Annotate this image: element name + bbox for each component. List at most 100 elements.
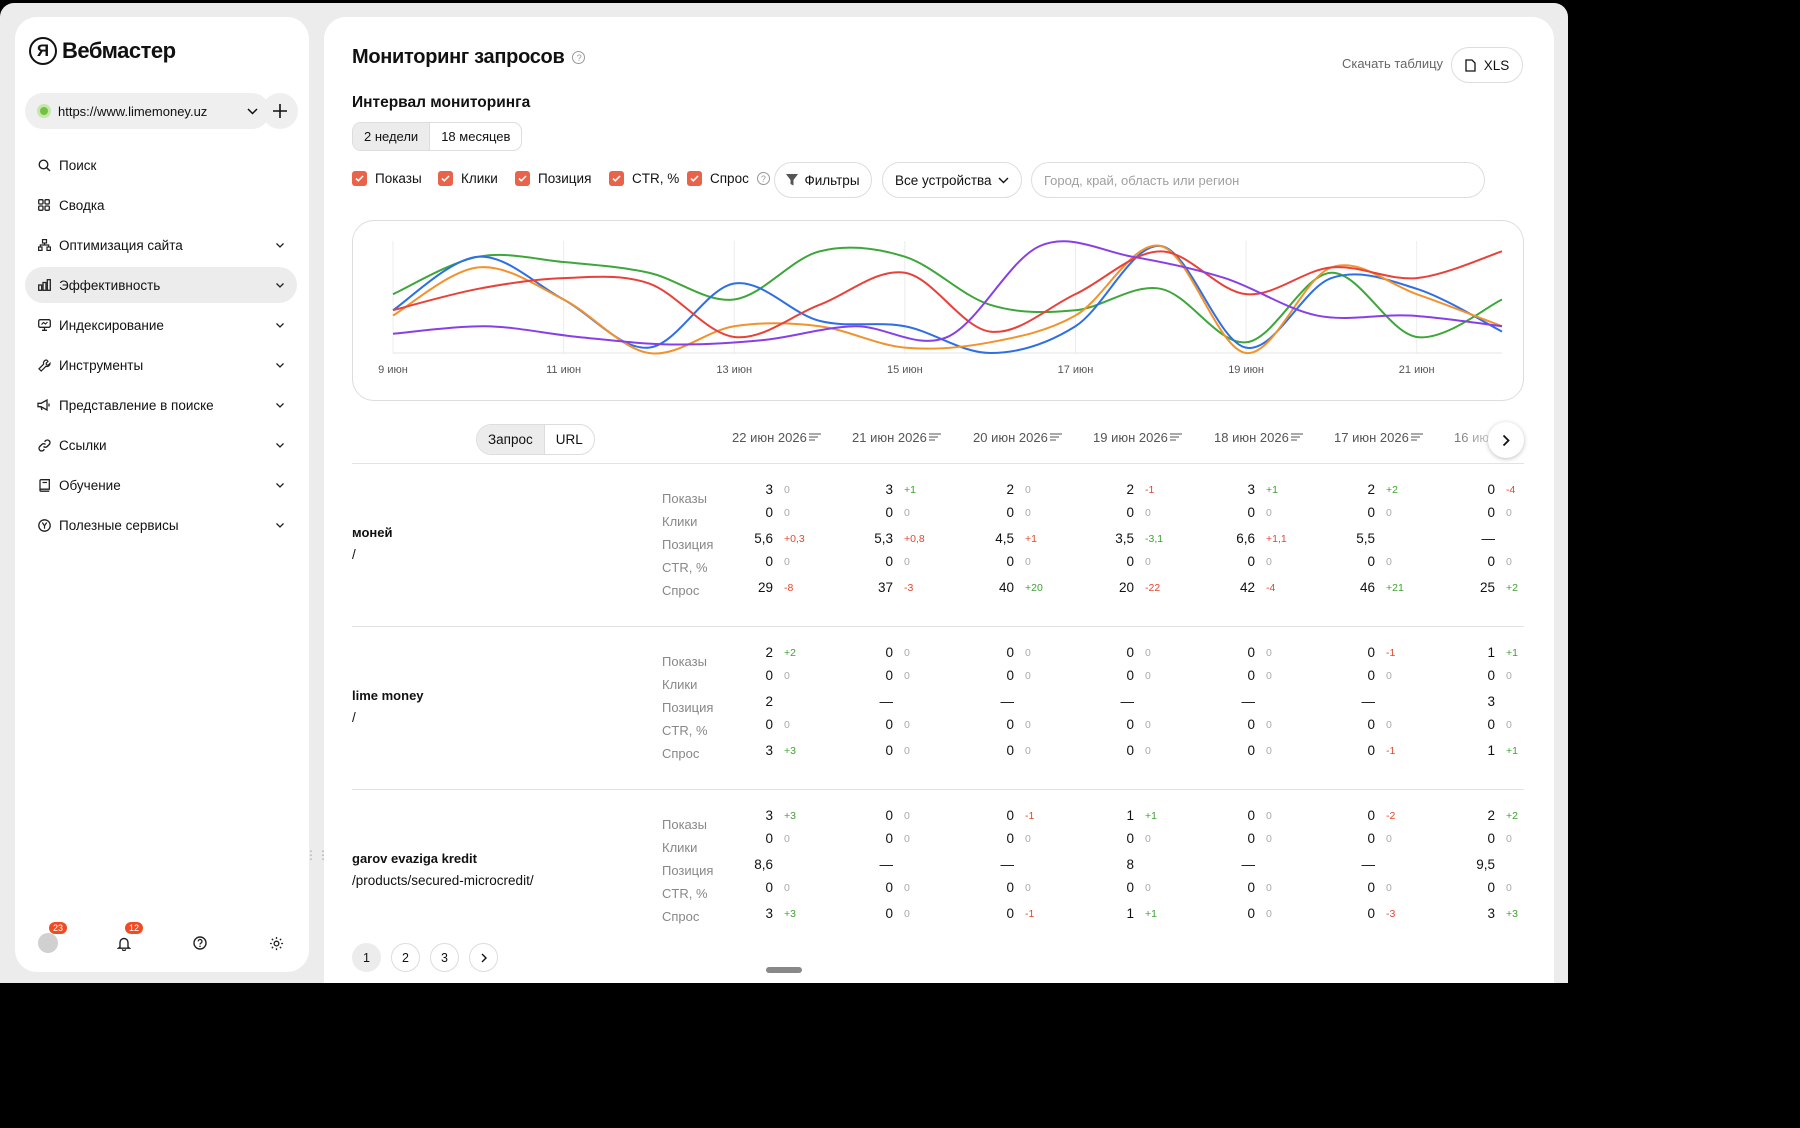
tab-query[interactable]: Запрос xyxy=(477,425,544,454)
page-3-button[interactable]: 3 xyxy=(430,943,459,972)
checkbox-clicks[interactable]: Клики xyxy=(438,171,498,186)
site-selector[interactable]: https://www.limemoney.uz xyxy=(25,93,270,129)
cell-value: 0 xyxy=(1487,505,1495,520)
checkbox-ctr[interactable]: CTR, % xyxy=(609,171,679,186)
query-url[interactable]: /products/secured-microcredit/ xyxy=(352,873,534,888)
cell-value: 0 xyxy=(765,505,773,520)
cell-delta: 0 xyxy=(1025,882,1031,894)
x-tick-label: 11 июн xyxy=(546,364,581,376)
sidebar-item-links[interactable]: Ссылки xyxy=(25,427,297,463)
metric-label: Спрос xyxy=(662,909,700,924)
webmaster-logo[interactable]: Я Вебмастер xyxy=(29,37,176,65)
sort-icon xyxy=(808,433,821,441)
cell-value: 0 xyxy=(1247,743,1255,758)
cell-value: 0 xyxy=(1487,482,1495,497)
cell-value: 2 xyxy=(1126,482,1134,497)
cell-value: 0 xyxy=(885,717,893,732)
cell-value: 0 xyxy=(1006,743,1014,758)
sidebar-item-indexing[interactable]: Индексирование xyxy=(25,307,297,343)
query-url[interactable]: / xyxy=(352,710,356,725)
chevron-down-icon xyxy=(276,443,284,448)
sidebar-item-label: Эффективность xyxy=(59,277,161,293)
cell-delta: 0 xyxy=(904,670,910,682)
add-site-button[interactable] xyxy=(262,93,298,129)
metric-label: Спрос xyxy=(662,583,700,598)
checkbox-checked-icon xyxy=(438,171,453,186)
date-column-header[interactable]: 20 июн 2026 xyxy=(973,430,1062,445)
page-2-button[interactable]: 2 xyxy=(391,943,420,972)
date-column-header[interactable]: 19 июн 2026 xyxy=(1093,430,1182,445)
query-name[interactable]: garov evaziga kredit xyxy=(352,851,477,866)
cell-delta: 0 xyxy=(1506,833,1512,845)
grid-icon xyxy=(37,198,51,212)
cell-value: 0 xyxy=(1126,880,1134,895)
sidebar-item-optimization[interactable]: Оптимизация сайта xyxy=(25,227,297,263)
cell-value: 5,6 xyxy=(754,531,773,546)
next-dates-button[interactable] xyxy=(1488,422,1524,458)
query-name[interactable]: lime money xyxy=(352,688,424,703)
cell-delta: 0 xyxy=(1386,833,1392,845)
download-xls-button[interactable]: XLS xyxy=(1451,47,1523,83)
sidebar-resize-handle[interactable]: ⋮⋮ xyxy=(305,848,329,862)
cell-value: 0 xyxy=(765,717,773,732)
cell-value: — xyxy=(879,857,894,872)
date-column-header[interactable]: 21 июн 2026 xyxy=(852,430,941,445)
query-url[interactable]: / xyxy=(352,547,356,562)
profile-button[interactable]: 23 xyxy=(37,922,68,954)
next-page-button[interactable] xyxy=(469,943,498,972)
sidebar-item-efficiency[interactable]: Эффективность xyxy=(25,267,297,303)
help-icon[interactable]: ? xyxy=(572,51,586,64)
date-column-header[interactable]: 18 июн 2026 xyxy=(1214,430,1303,445)
cell-delta: 0 xyxy=(784,719,790,731)
interval-18-months[interactable]: 18 месяцев xyxy=(429,123,521,150)
device-select[interactable]: Все устройства xyxy=(882,162,1022,198)
settings-button[interactable] xyxy=(265,932,287,954)
cell-value: 0 xyxy=(1367,645,1375,660)
region-input[interactable] xyxy=(1031,162,1485,198)
help-icon[interactable]: ? xyxy=(756,172,770,185)
cell-value: 2 xyxy=(1367,482,1375,497)
sidebar-item-search[interactable]: Поиск xyxy=(25,147,297,183)
cell-delta: 0 xyxy=(1025,647,1031,659)
cell-value: 0 xyxy=(885,906,893,921)
cell-delta: 0 xyxy=(1145,556,1151,568)
cell-delta: 0 xyxy=(1025,833,1031,845)
cell-delta: 0 xyxy=(784,507,790,519)
sidebar-item-label: Полезные сервисы xyxy=(59,517,179,533)
notifications-button[interactable]: 12 xyxy=(113,922,144,954)
row-separator xyxy=(352,463,1524,464)
cell-value: 0 xyxy=(885,808,893,823)
site-url: https://www.limemoney.uz xyxy=(58,103,208,119)
cell-value: — xyxy=(1361,694,1376,709)
sidebar-item-tools[interactable]: Инструменты xyxy=(25,347,297,383)
scroll-handle[interactable] xyxy=(766,967,802,973)
date-label: 17 июн 2026 xyxy=(1334,430,1409,445)
metric-label: CTR, % xyxy=(662,886,708,901)
help-button[interactable] xyxy=(189,932,211,954)
x-tick-label: 19 июн xyxy=(1228,364,1264,376)
tab-url[interactable]: URL xyxy=(543,425,594,454)
sidebar-item-services[interactable]: Полезные сервисы xyxy=(25,507,297,543)
metric-filters: Показы Клики Позиция CTR, % Спрос ? Филь… xyxy=(352,162,1522,198)
sort-icon xyxy=(1290,433,1303,441)
chevron-down-icon xyxy=(247,107,258,115)
date-column-header[interactable]: 22 июн 2026 xyxy=(732,430,821,445)
date-column-header[interactable]: 17 июн 2026 xyxy=(1334,430,1423,445)
sidebar-item-summary[interactable]: Сводка xyxy=(25,187,297,223)
cell-value: 0 xyxy=(1487,880,1495,895)
sidebar-item-learning[interactable]: Обучение xyxy=(25,467,297,503)
cell-delta: 0 xyxy=(1266,556,1272,568)
query-name[interactable]: моней xyxy=(352,525,393,540)
interval-2-weeks[interactable]: 2 недели xyxy=(353,123,430,150)
checkbox-demand[interactable]: Спрос ? xyxy=(687,171,770,186)
filters-button[interactable]: Фильтры xyxy=(774,162,872,198)
page-1-button[interactable]: 1 xyxy=(352,943,381,972)
yandex-logo-icon: Я xyxy=(29,37,57,65)
sidebar-item-label: Обучение xyxy=(59,477,121,493)
checkbox-shows[interactable]: Показы xyxy=(352,171,422,186)
checkbox-position[interactable]: Позиция xyxy=(515,171,591,186)
cell-delta: -2 xyxy=(1386,810,1396,822)
filters-button-label: Фильтры xyxy=(804,172,860,188)
sidebar-item-search-appearance[interactable]: Представление в поиске xyxy=(25,387,297,423)
cell-delta: -3,1 xyxy=(1145,533,1164,545)
